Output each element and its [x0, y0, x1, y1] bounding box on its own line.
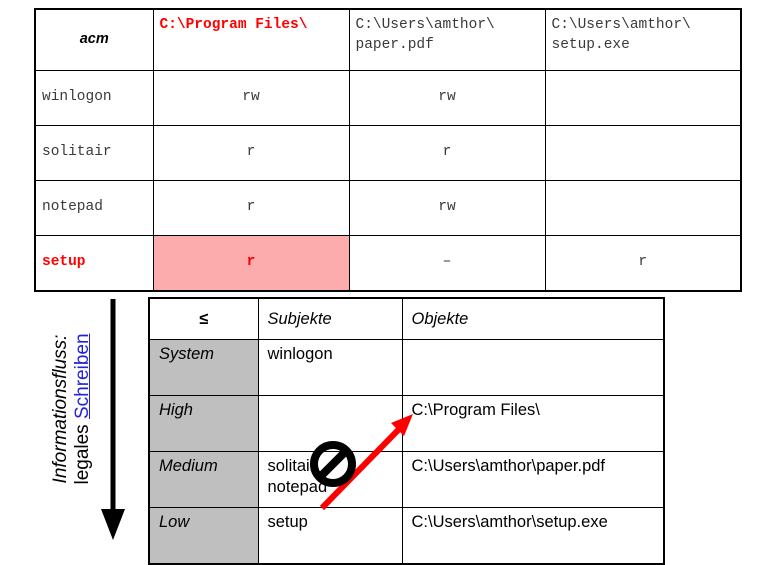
acm-subject-notepad: notepad [34, 180, 154, 236]
information-flow-axis: Informationsfluss: legales Schreiben [22, 297, 132, 542]
lattice-objects-low: C:\Users\amthor\setup.exe [401, 507, 665, 565]
acm-row-winlogon: winlogon rw rw [34, 70, 742, 126]
acm-cell-solitair-program-files: r [152, 125, 350, 181]
lattice-header-leq: ≤ [148, 297, 259, 340]
acm-matrix-table: acm C:\Program Files\ C:\Users\amthor\ p… [34, 8, 742, 292]
lattice-objects-high: C:\Program Files\ [401, 395, 665, 452]
acm-cell-winlogon-program-files: rw [152, 70, 350, 126]
lattice-level-medium: Medium [148, 451, 259, 508]
acm-cell-solitair-paper-pdf: r [348, 125, 546, 181]
lattice-row-medium: Medium solitair, notepad C:\Users\amthor… [148, 451, 665, 508]
acm-cell-setup-paper-pdf: – [348, 235, 546, 292]
information-flow-line2-plain: legales [72, 419, 94, 485]
lattice-header-subjects: Subjekte [257, 297, 403, 340]
lattice-subjects-medium: solitair, notepad [257, 451, 403, 508]
acm-object-header-paper-pdf: C:\Users\amthor\ paper.pdf [348, 8, 546, 71]
lattice-row-low: Low setup C:\Users\amthor\setup.exe [148, 507, 665, 565]
lattice-subjects-system: winlogon [257, 339, 403, 396]
lattice-levels-table: ≤ Subjekte Objekte System winlogon High … [148, 297, 665, 565]
information-flow-line2: legales Schreiben [72, 295, 94, 523]
acm-cell-notepad-program-files: r [152, 180, 350, 236]
lattice-header-objects: Objekte [401, 297, 665, 340]
acm-subject-winlogon: winlogon [34, 70, 154, 126]
information-flow-line1: Informationsfluss: [50, 334, 71, 484]
lattice-level-high: High [148, 395, 259, 452]
acm-cell-notepad-paper-pdf: rw [348, 180, 546, 236]
lattice-objects-medium: C:\Users\amthor\paper.pdf [401, 451, 665, 508]
acm-subject-solitair: solitair [34, 125, 154, 181]
lattice-level-system: System [148, 339, 259, 396]
acm-cell-setup-program-files: r [152, 235, 350, 292]
acm-row-notepad: notepad r rw [34, 180, 742, 236]
acm-subject-setup: setup [34, 235, 154, 292]
acm-object-header-setup-exe: C:\Users\amthor\ setup.exe [544, 8, 742, 71]
lattice-row-high: High C:\Program Files\ [148, 395, 665, 452]
lattice-row-system: System winlogon [148, 339, 665, 396]
down-arrow-icon [101, 299, 125, 540]
lattice-header-row: ≤ Subjekte Objekte [148, 297, 665, 340]
acm-corner-label: acm [34, 8, 154, 71]
acm-object-header-program-files: C:\Program Files\ [152, 8, 350, 71]
acm-row-setup: setup r – r [34, 235, 742, 292]
lattice-level-low: Low [148, 507, 259, 565]
acm-cell-winlogon-paper-pdf: rw [348, 70, 546, 126]
acm-cell-solitair-setup-exe [544, 125, 742, 181]
acm-cell-winlogon-setup-exe [544, 70, 742, 126]
information-flow-line2-blue: Schreiben [72, 333, 94, 420]
acm-header-row: acm C:\Program Files\ C:\Users\amthor\ p… [34, 8, 742, 71]
lattice-objects-system [401, 339, 665, 396]
acm-cell-setup-setup-exe: r [544, 235, 742, 292]
lattice-subjects-low: setup [257, 507, 403, 565]
lattice-subjects-high [257, 395, 403, 452]
acm-row-solitair: solitair r r [34, 125, 742, 181]
acm-cell-notepad-setup-exe [544, 180, 742, 236]
